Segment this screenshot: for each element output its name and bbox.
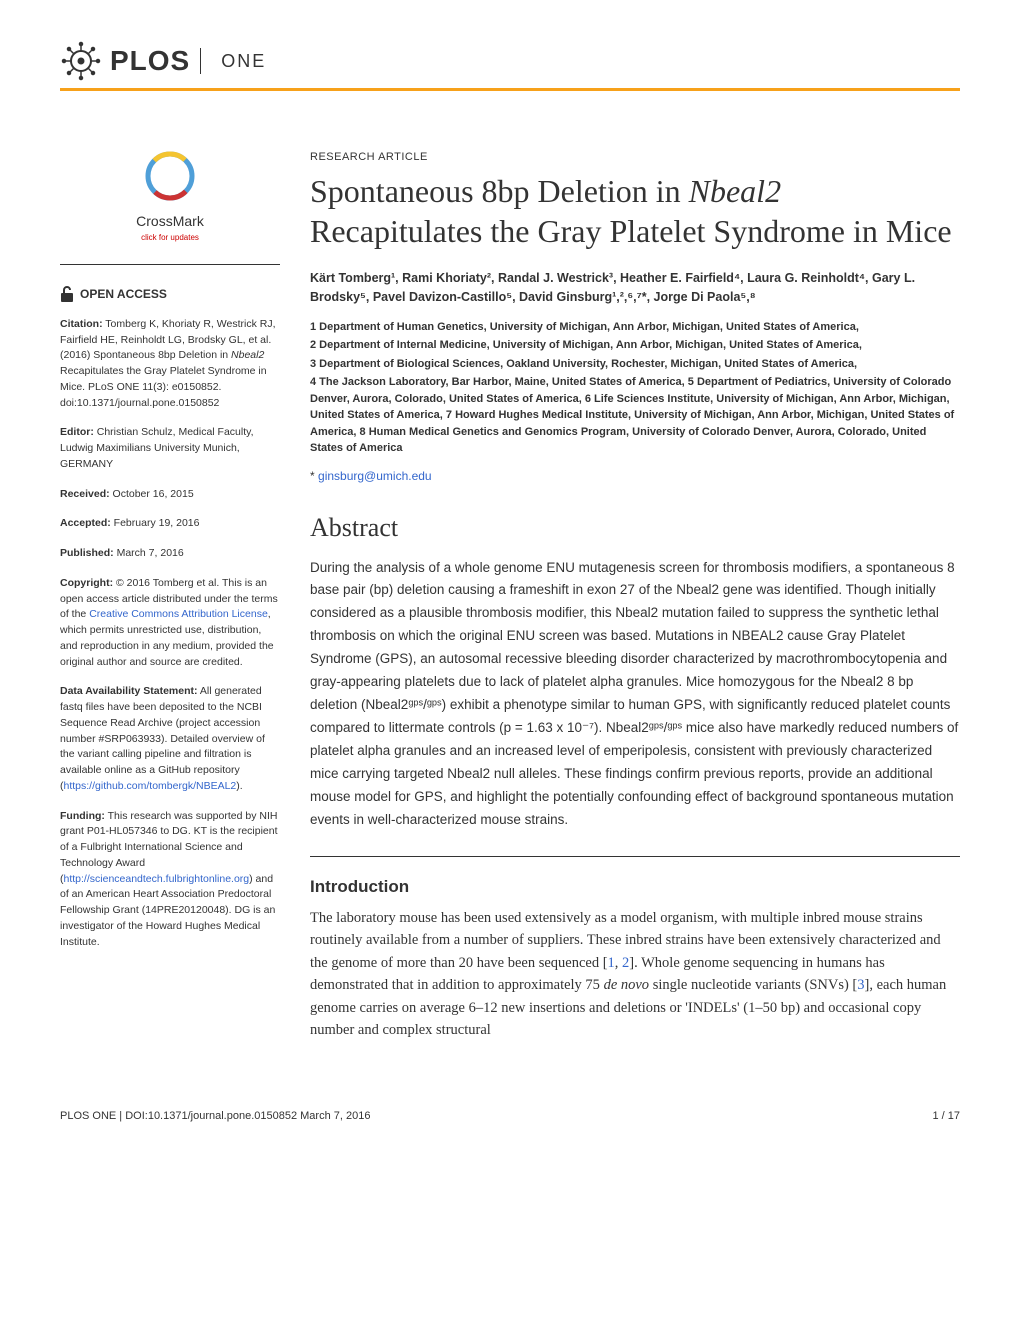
open-access-text: OPEN ACCESS (80, 285, 167, 303)
crossmark-label: CrossMark (60, 211, 280, 232)
received-block: Received: October 16, 2015 (60, 487, 280, 503)
published-label: Published: (60, 547, 114, 559)
data-availability-block: Data Availability Statement: All generat… (60, 684, 280, 794)
introduction-text: The laboratory mouse has been used exten… (310, 907, 960, 1042)
section-divider (310, 856, 960, 857)
page: PLOS ONE CrossMark click for updates (0, 0, 1020, 1152)
footer-page-number: 1 / 17 (932, 1110, 960, 1122)
title-part-a: Spontaneous 8bp Deletion in (310, 173, 689, 209)
footer-doi: PLOS ONE | DOI:10.1371/journal.pone.0150… (60, 1110, 370, 1122)
introduction-heading: Introduction (310, 877, 960, 897)
affiliation-1: 1 Department of Human Genetics, Universi… (310, 319, 960, 336)
editor-block: Editor: Christian Schulz, Medical Facult… (60, 425, 280, 472)
github-link[interactable]: https://github.com/tombergk/NBEAL2 (64, 780, 237, 792)
crossmark-widget[interactable]: CrossMark click for updates (60, 151, 280, 244)
journal-header: PLOS ONE (60, 40, 960, 91)
ref-1[interactable]: 1 (608, 955, 615, 971)
ref-2[interactable]: 2 (622, 955, 629, 971)
unlock-icon (60, 285, 74, 303)
data-text: All generated fastq files have been depo… (60, 685, 265, 792)
crossmark-sublabel: click for updates (60, 232, 280, 244)
affiliation-3: 3 Department of Biological Sciences, Oak… (310, 356, 960, 373)
logo-journal-text: ONE (221, 51, 266, 72)
accepted-block: Accepted: February 19, 2016 (60, 516, 280, 532)
published-block: Published: March 7, 2016 (60, 546, 280, 562)
data-rest: ). (236, 780, 242, 792)
accepted-text: February 19, 2016 (111, 517, 200, 529)
cc-license-link[interactable]: Creative Commons Attribution License (89, 608, 268, 620)
sidebar: CrossMark click for updates OPEN ACCESS … (60, 151, 280, 1042)
author-list: Kärt Tomberg¹, Rami Khoriaty², Randal J.… (310, 269, 960, 307)
ref-3[interactable]: 3 (857, 977, 864, 993)
crossmark-icon (145, 151, 195, 201)
citation-gene: Nbeal2 (231, 349, 264, 361)
received-label: Received: (60, 488, 110, 500)
correspond-email-link[interactable]: ginsburg@umich.edu (318, 469, 432, 483)
copyright-block: Copyright: © 2016 Tomberg et al. This is… (60, 576, 280, 671)
accepted-label: Accepted: (60, 517, 111, 529)
article-title: Spontaneous 8bp Deletion in Nbeal2 Recap… (310, 171, 960, 251)
title-part-b: Recapitulates the Gray Platelet Syndrome… (310, 213, 952, 249)
main-grid: CrossMark click for updates OPEN ACCESS … (60, 151, 960, 1042)
correspond-star: * (310, 469, 315, 483)
page-footer: PLOS ONE | DOI:10.1371/journal.pone.0150… (60, 1102, 960, 1122)
sidebar-divider (60, 264, 280, 265)
affil-text-rest: 4 The Jackson Laboratory, Bar Harbor, Ma… (310, 376, 954, 454)
affil-text-1: 1 Department of Human Genetics, Universi… (310, 321, 859, 333)
logo-divider (200, 48, 201, 74)
article-type: RESEARCH ARTICLE (310, 151, 960, 163)
affil-text-3: 3 Department of Biological Sciences, Oak… (310, 358, 857, 370)
funding-block: Funding: This research was supported by … (60, 809, 280, 951)
funding-label: Funding: (60, 810, 105, 822)
editor-label: Editor: (60, 426, 94, 438)
logo-plos-text: PLOS (110, 45, 190, 77)
title-gene: Nbeal2 (689, 173, 781, 209)
affiliations: 1 Department of Human Genetics, Universi… (310, 319, 960, 457)
citation-block: Citation: Tomberg K, Khoriaty R, Westric… (60, 317, 280, 412)
affil-text-2: 2 Department of Internal Medicine, Unive… (310, 339, 862, 351)
copyright-label: Copyright: (60, 577, 113, 589)
plos-logo-icon (60, 40, 102, 82)
received-text: October 16, 2015 (110, 488, 194, 500)
correspondence: * ginsburg@umich.edu (310, 469, 960, 483)
open-access-badge: OPEN ACCESS (60, 285, 280, 303)
published-text: March 7, 2016 (114, 547, 184, 559)
affiliation-2: 2 Department of Internal Medicine, Unive… (310, 337, 960, 354)
data-label: Data Availability Statement: (60, 685, 198, 697)
affiliation-rest: 4 The Jackson Laboratory, Bar Harbor, Ma… (310, 374, 960, 457)
fulbright-link[interactable]: http://scienceandtech.fulbrightonline.or… (64, 873, 250, 885)
citation-label: Citation: (60, 318, 103, 330)
citation-rest: Recapitulates the Gray Platelet Syndrome… (60, 365, 267, 409)
abstract-heading: Abstract (310, 513, 960, 543)
abstract-text: During the analysis of a whole genome EN… (310, 557, 960, 832)
article-body: RESEARCH ARTICLE Spontaneous 8bp Deletio… (310, 151, 960, 1042)
